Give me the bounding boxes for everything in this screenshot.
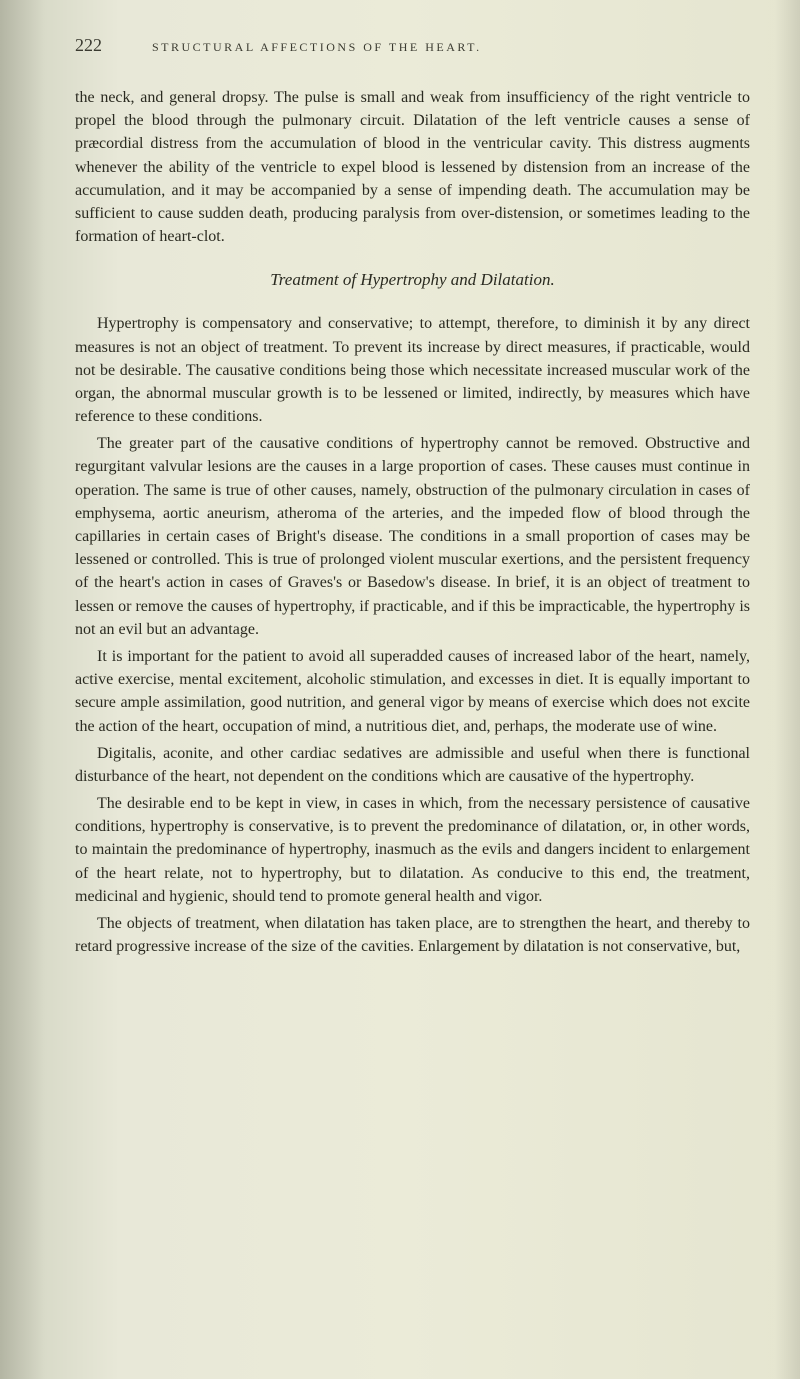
main-text: Hypertrophy is compensatory and conserva… — [75, 312, 750, 958]
paragraph-4: Digitalis, aconite, and other cardiac se… — [75, 742, 750, 788]
intro-text: the neck, and general dropsy. The pulse … — [75, 86, 750, 248]
section-heading: Treatment of Hypertrophy and Dilatation. — [75, 270, 750, 290]
paragraph-5: The desirable end to be kept in view, in… — [75, 792, 750, 908]
book-page: 222 STRUCTURAL AFFECTIONS OF THE HEART. … — [0, 0, 800, 1379]
paragraph-1: Hypertrophy is compensatory and conserva… — [75, 312, 750, 428]
running-title: STRUCTURAL AFFECTIONS OF THE HEART. — [152, 40, 482, 55]
paragraph-3: It is important for the patient to avoid… — [75, 645, 750, 738]
paragraph-6: The objects of treatment, when dilatatio… — [75, 912, 750, 958]
page-header: 222 STRUCTURAL AFFECTIONS OF THE HEART. — [75, 35, 750, 56]
paragraph-2: The greater part of the causative condit… — [75, 432, 750, 641]
page-number: 222 — [75, 35, 102, 56]
page-shadow — [775, 0, 800, 1379]
intro-paragraph: the neck, and general dropsy. The pulse … — [75, 86, 750, 248]
